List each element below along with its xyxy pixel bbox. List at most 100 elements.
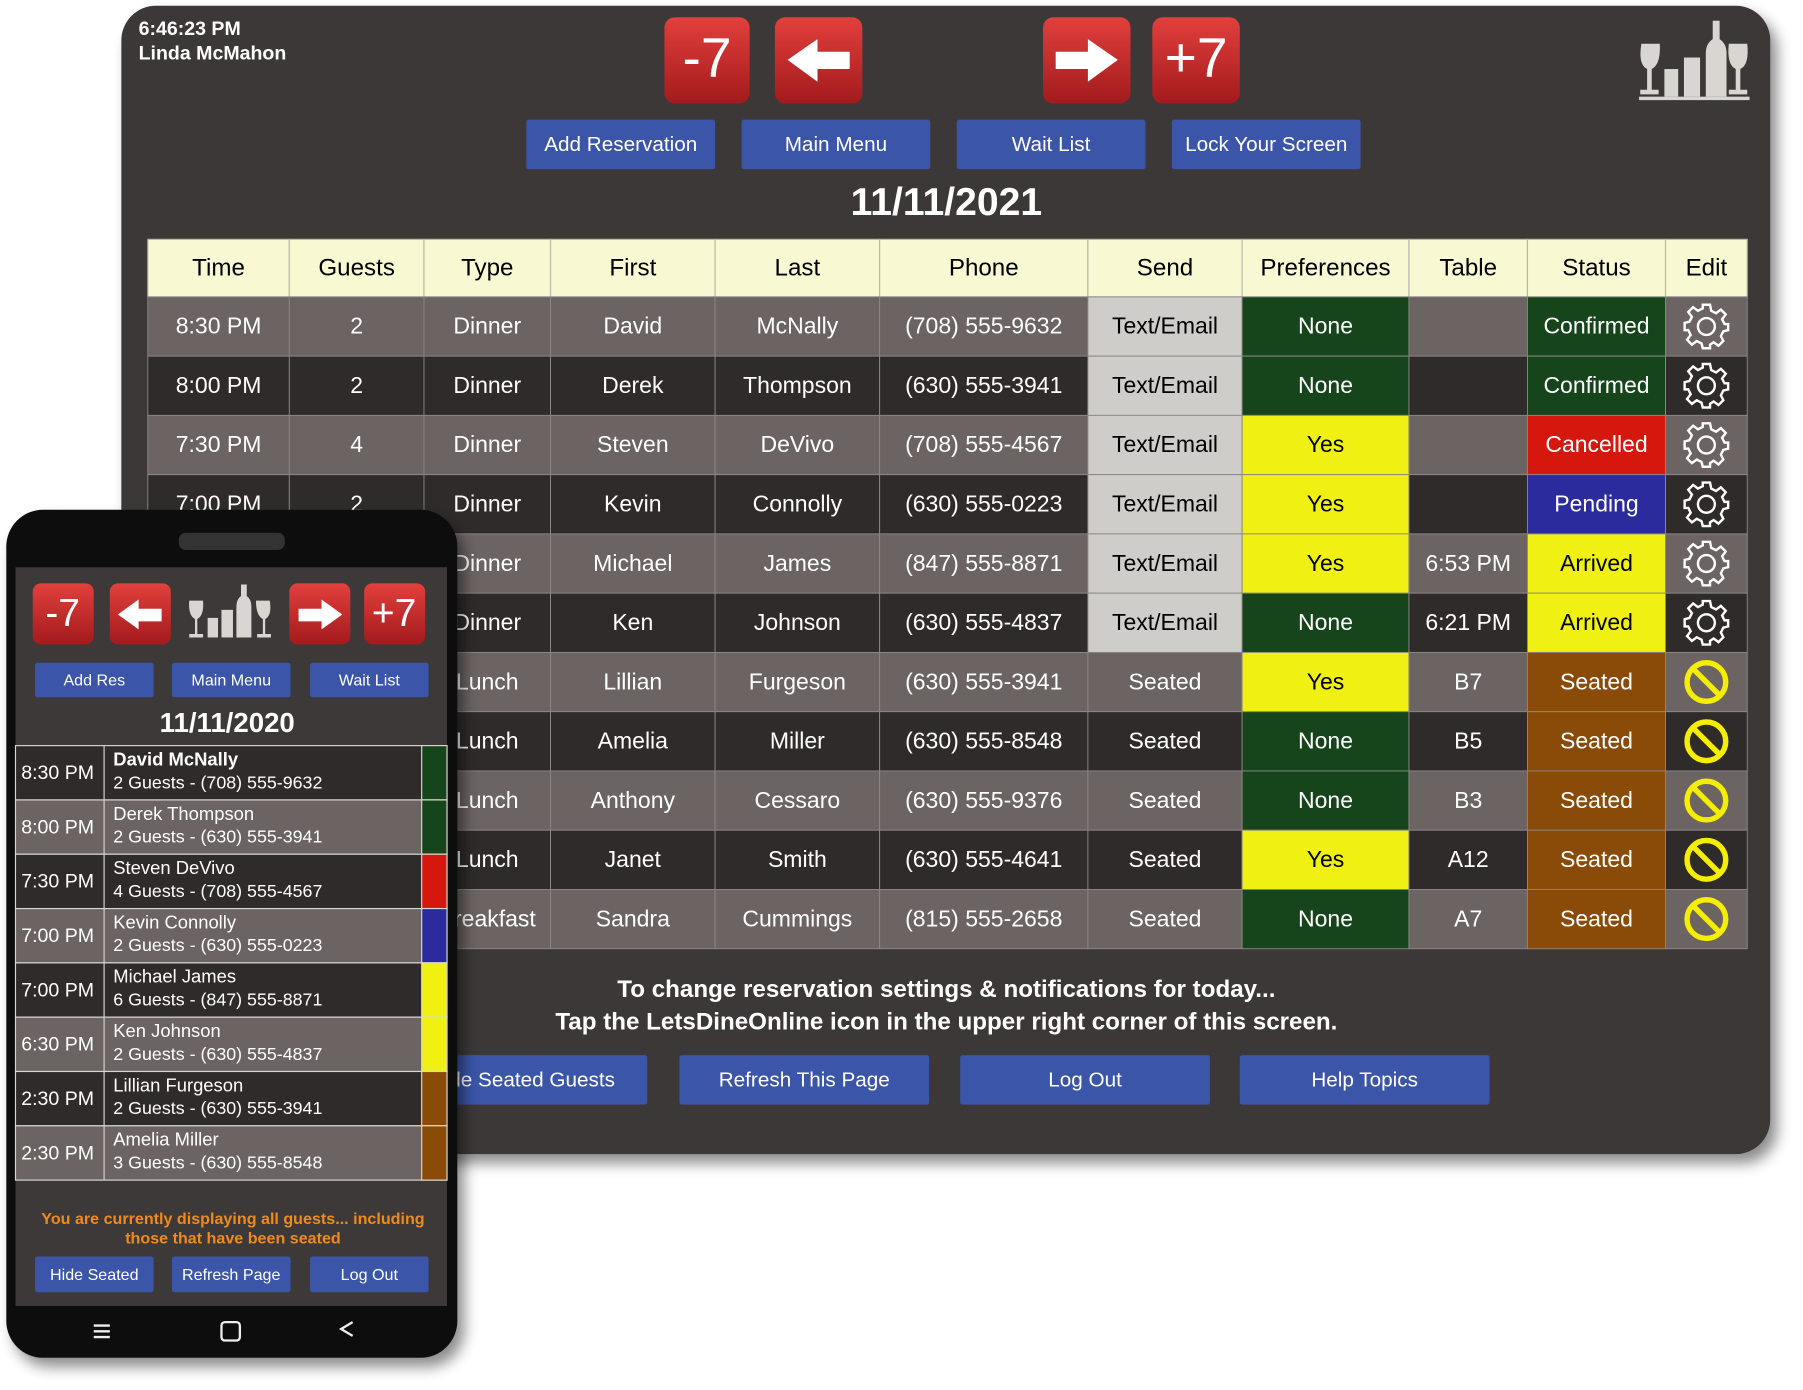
- column-header: First: [609, 255, 656, 282]
- phone-forward-seven[interactable]: +7: [364, 583, 426, 645]
- button-label: Refresh This Page: [719, 1069, 890, 1092]
- button[interactable]: Add Reservation: [526, 119, 716, 170]
- button[interactable]: Wait List: [310, 662, 429, 698]
- cell-text: Yes: [1307, 668, 1345, 694]
- table-cell: [1241, 592, 1410, 653]
- row-details: 2 Guests - (630) 555-4837: [113, 1044, 322, 1064]
- cell-text: (815) 555-2658: [905, 905, 1062, 931]
- button-label: Wait List: [339, 671, 401, 689]
- arrow-icon: [787, 39, 850, 82]
- button[interactable]: Refresh This Page: [679, 1055, 930, 1105]
- home-icon[interactable]: [220, 1320, 242, 1342]
- phone-back-arrow[interactable]: [109, 583, 171, 645]
- phone-row[interactable]: 6:30 PM Ken Johnson 2 Guests - (630) 555-4…: [14, 1016, 448, 1073]
- arrow-icon: [117, 599, 162, 630]
- row-background: [14, 1070, 448, 1127]
- table-row[interactable]: 8:00 PM 2 Dinner Derek Thompson (630) 555-394…: [147, 355, 1748, 416]
- button-face: [956, 119, 1146, 170]
- column-header: Type: [461, 255, 513, 282]
- header-cell: [1087, 238, 1243, 298]
- button[interactable]: Help Topics: [1239, 1055, 1490, 1105]
- cell-text: Dinner: [453, 491, 521, 517]
- cell-text: (630) 555-8548: [905, 728, 1062, 754]
- button[interactable]: Log Out: [310, 1256, 429, 1293]
- cell-text: A12: [1448, 846, 1489, 872]
- table-cell: [714, 414, 881, 476]
- table-cell: [1408, 355, 1528, 416]
- table-cell: [879, 414, 1089, 476]
- forward-seven-button[interactable]: +7: [1152, 17, 1240, 104]
- column-header: Time: [192, 255, 245, 282]
- table-cell: [1241, 414, 1410, 476]
- column-header: Preferences: [1260, 255, 1390, 282]
- table-cell: [1408, 592, 1528, 653]
- button[interactable]: Log Out: [960, 1055, 1210, 1105]
- phone-message: those that have been seated: [125, 1230, 341, 1248]
- cell-text: Derek: [602, 372, 664, 398]
- back-arrow-button[interactable]: [774, 17, 863, 104]
- button-face: [1239, 1055, 1490, 1105]
- cell-text: 8:00 PM: [176, 372, 262, 398]
- table-cell: [550, 355, 716, 416]
- button[interactable]: Main Menu: [171, 662, 291, 698]
- logo-glass: [1640, 43, 1660, 95]
- button-label: -7: [682, 27, 731, 89]
- button[interactable]: Wait List: [956, 119, 1146, 170]
- cell-text: Seated: [1560, 905, 1633, 931]
- cell-text: A7: [1454, 905, 1482, 931]
- cell-text: Cancelled: [1545, 431, 1647, 457]
- phone-row[interactable]: 2:30 PM Lillian Furgeson 2 Guests - (630) …: [14, 1070, 448, 1127]
- phone-speaker: [178, 532, 285, 551]
- phone-row[interactable]: 8:00 PM Derek Thompson 2 Guests - (630) 55…: [14, 799, 448, 855]
- button[interactable]: Hide Seated: [35, 1256, 154, 1293]
- table-cell: [550, 889, 716, 950]
- table-cell: [879, 651, 1089, 713]
- table-cell: [1527, 829, 1666, 890]
- letsdine-logo[interactable]: [1639, 20, 1750, 101]
- back-seven-button[interactable]: -7: [664, 17, 750, 104]
- phone-row[interactable]: 7:00 PM Michael James 6 Guests - (847) 555…: [14, 962, 448, 1018]
- table-row[interactable]: 8:30 PM 2 Dinner David McNally (708) 555-9632…: [147, 296, 1748, 357]
- footer-message: Tap the LetsDineOnline icon in the upper…: [555, 1008, 1337, 1035]
- header-cell: [1664, 238, 1748, 298]
- button[interactable]: Refresh Page: [171, 1256, 291, 1293]
- cell-text: Yes: [1307, 431, 1345, 457]
- table-cell: [879, 355, 1089, 416]
- clock: 6:46:23 PM: [139, 18, 241, 40]
- button-label: Log Out: [1048, 1069, 1122, 1092]
- button[interactable]: Add Res: [35, 662, 154, 698]
- table-row[interactable]: Lunch Janet Smith (630) 555-4641 Seated Yes A1…: [147, 829, 1748, 890]
- table-cell: [550, 829, 716, 890]
- table-cell: [1665, 592, 1748, 653]
- menu-icon[interactable]: [93, 1324, 110, 1339]
- cell-text: Text/Email: [1112, 609, 1218, 635]
- phone-row[interactable]: 7:30 PM Steven DeVivo 4 Guests - (708) 555…: [14, 853, 448, 910]
- phone-date: 11/11/2020: [160, 707, 295, 738]
- button-label: +7: [1165, 27, 1228, 89]
- cell-text: Confirmed: [1543, 313, 1649, 339]
- phone-logo[interactable]: [189, 584, 271, 638]
- phone-forward-arrow[interactable]: [289, 583, 351, 645]
- phone-row[interactable]: 8:30 PM David McNally 2 Guests - (708) 555…: [14, 745, 448, 801]
- date: 11/11/2021: [851, 181, 1042, 224]
- phone-back-seven[interactable]: -7: [32, 583, 94, 645]
- back-icon[interactable]: [338, 1321, 354, 1337]
- row-time: 2:30 PM: [21, 1142, 94, 1164]
- logo-bottle: [1705, 20, 1727, 97]
- forward-arrow-button[interactable]: [1043, 17, 1131, 104]
- button[interactable]: Main Menu: [741, 119, 931, 170]
- table-row[interactable]: 7:30 PM 4 Dinner Steven DeVivo (708) 555-4567…: [147, 414, 1748, 476]
- cell-text: Text/Email: [1112, 431, 1218, 457]
- phone-bottom-buttons: Hide Seated Refresh Page Log Out: [35, 1256, 429, 1293]
- phone-nav-bar: [93, 1320, 354, 1342]
- button[interactable]: Hide Seated Guests: [397, 1055, 648, 1105]
- column-header: Last: [775, 255, 821, 282]
- phone-row[interactable]: 7:00 PM Kevin Connolly 2 Guests - (630) 55…: [14, 907, 448, 964]
- cell-text: None: [1298, 609, 1353, 635]
- button-label: Log Out: [341, 1266, 399, 1284]
- cell-text: Lunch: [456, 787, 519, 813]
- button[interactable]: Lock Your Screen: [1171, 119, 1361, 170]
- table-cell: [1087, 414, 1243, 476]
- logo-bottle: [236, 584, 252, 638]
